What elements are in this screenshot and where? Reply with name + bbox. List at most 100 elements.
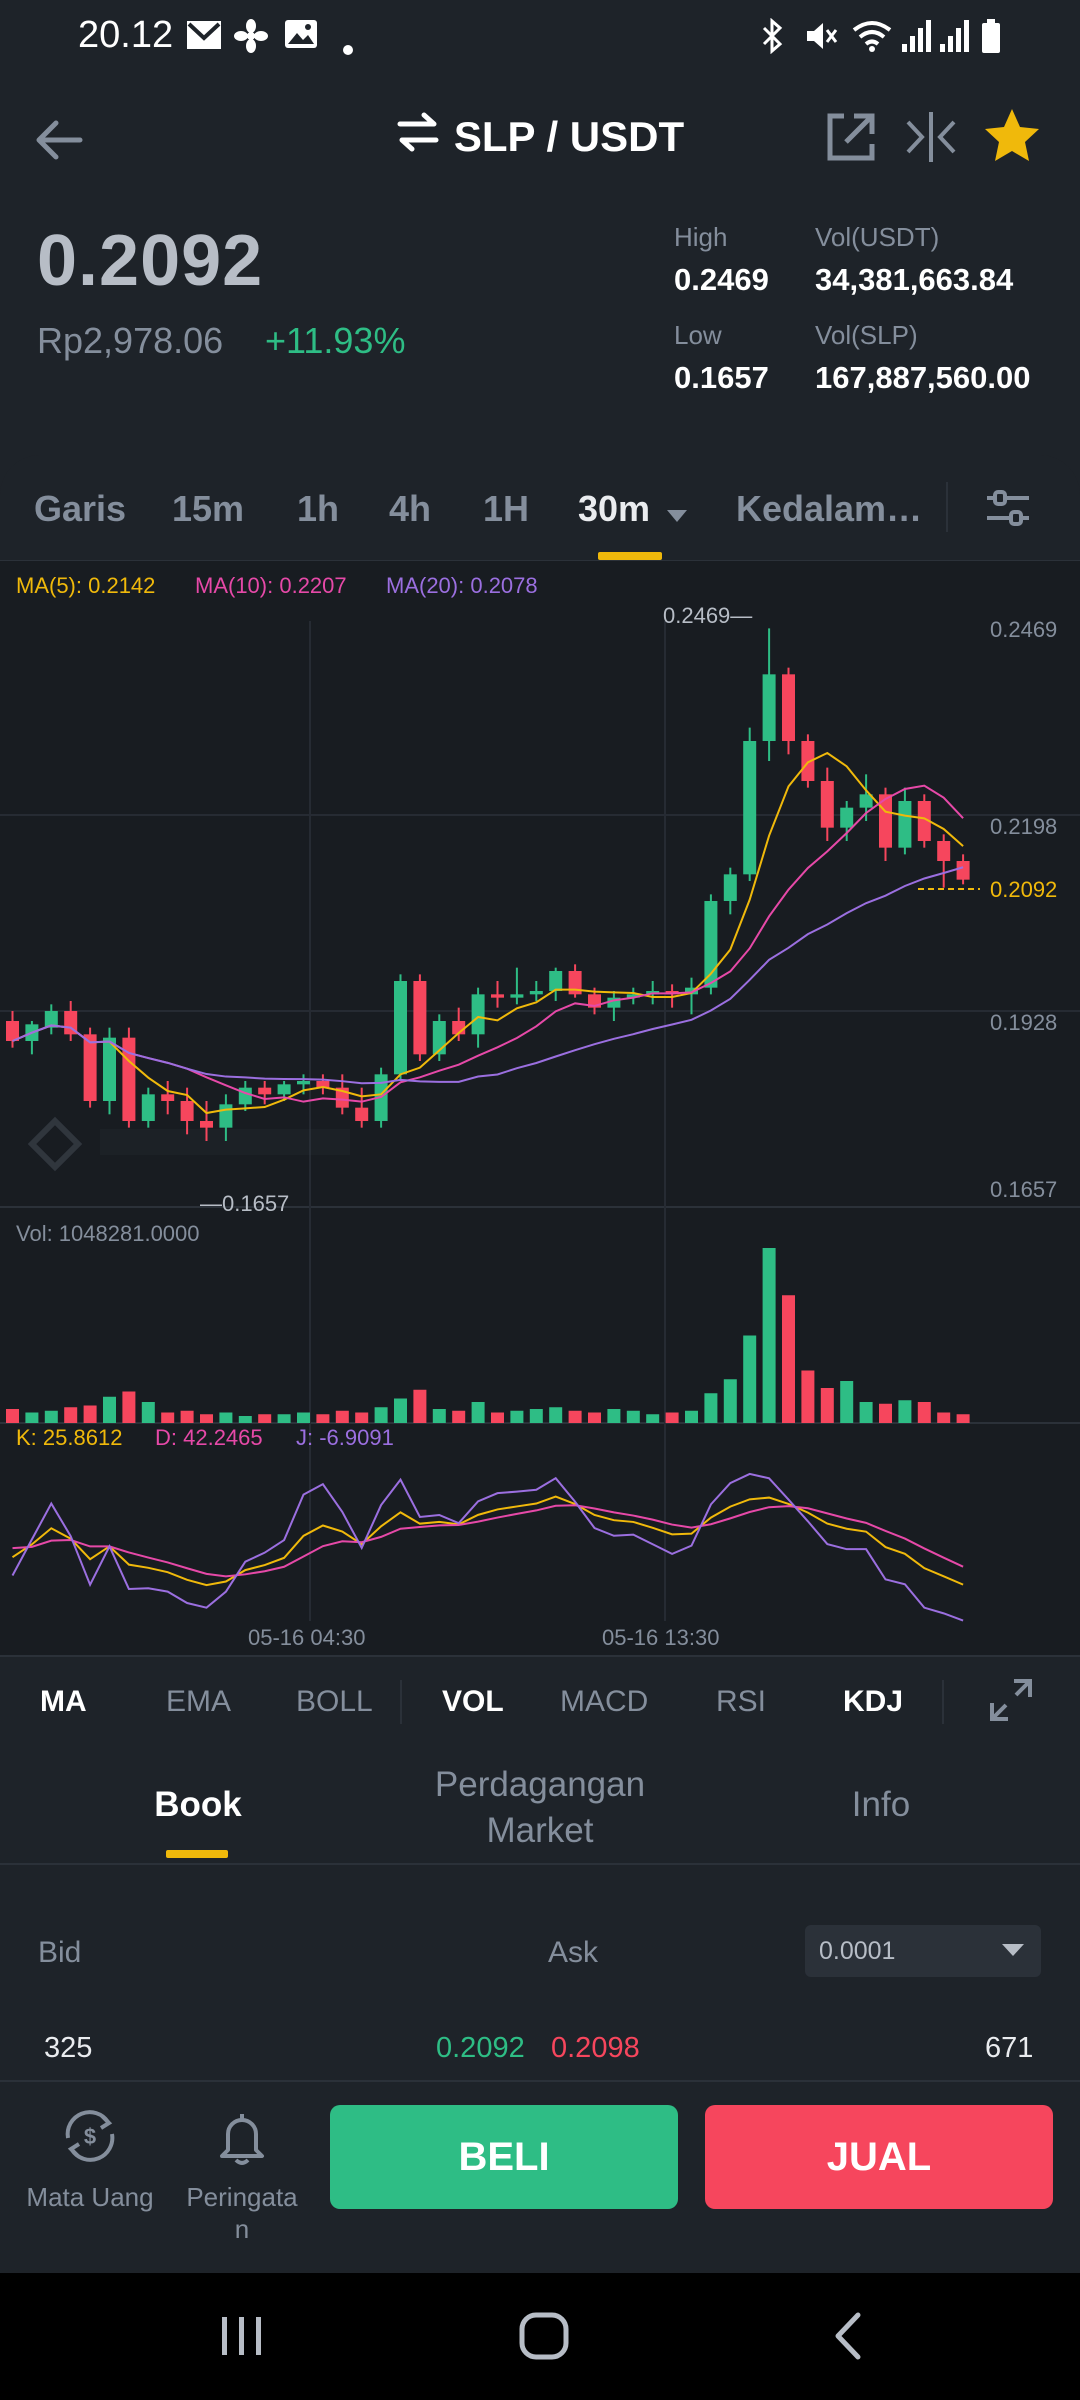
system-back-icon[interactable] xyxy=(828,2311,868,2366)
volume-bar xyxy=(161,1412,175,1423)
candle-body xyxy=(704,901,718,988)
candle-body xyxy=(200,1121,213,1128)
fan-icon xyxy=(233,18,269,63)
back-arrow-icon[interactable] xyxy=(30,110,90,170)
svg-text:$: $ xyxy=(84,2124,96,2149)
alert-button[interactable]: Peringata n xyxy=(172,2100,312,2250)
candle-body xyxy=(219,1104,233,1128)
gmail-notification-icon xyxy=(185,18,223,61)
candle-body xyxy=(898,801,912,848)
precision-value: 0.0001 xyxy=(819,1937,896,1965)
volume-bar xyxy=(452,1410,466,1423)
ma20-line xyxy=(12,866,964,1085)
buy-button[interactable]: BELI xyxy=(330,2105,678,2209)
vol-base-value: 167,887,560.00 xyxy=(815,360,1031,395)
ma5-legend: MA(5): 0.2142 xyxy=(16,573,156,598)
volume-bar xyxy=(491,1412,504,1423)
precision-dropdown[interactable]: 0.0001 xyxy=(805,1925,1041,1977)
sell-button[interactable]: JUAL xyxy=(705,2105,1053,2209)
volume-bar xyxy=(219,1412,233,1423)
candle-body xyxy=(277,1084,291,1095)
indicator-ma[interactable]: MA xyxy=(40,1685,87,1718)
volume-bar xyxy=(665,1412,679,1423)
volume-bar xyxy=(646,1414,660,1423)
tab-info[interactable]: Info xyxy=(851,1785,911,1824)
tab-line[interactable]: Garis xyxy=(34,488,127,529)
volume-bar xyxy=(782,1295,795,1423)
binance-watermark-icon xyxy=(27,1116,350,1172)
volume-bar xyxy=(743,1335,757,1423)
volume-bars xyxy=(6,1248,970,1423)
low-marker-value: 0.1657 xyxy=(222,1191,290,1216)
gallery-icon xyxy=(283,18,319,59)
tab-market-trades[interactable]: Perdagangan Market xyxy=(390,1762,690,1854)
chart-settings-icon[interactable] xyxy=(985,486,1031,535)
tab-book[interactable]: Book xyxy=(154,1785,242,1824)
signal-icon-2 xyxy=(938,18,970,63)
volume-bar xyxy=(6,1409,19,1423)
battery-icon xyxy=(980,18,1002,63)
volume-bar xyxy=(471,1402,485,1423)
tab-30m-label: 30m xyxy=(578,488,651,529)
high-label: High xyxy=(674,222,728,252)
currency-button[interactable]: $ Mata Uang xyxy=(20,2100,160,2240)
candle-body xyxy=(491,994,504,998)
volume-bar xyxy=(316,1414,330,1423)
low-label: Low xyxy=(674,320,722,350)
candle-body xyxy=(917,801,931,841)
compare-icon[interactable] xyxy=(902,108,960,171)
interval-bar xyxy=(0,455,1080,560)
candle-body xyxy=(568,971,582,995)
time-tick-0: 05-16 04:30 xyxy=(248,1625,366,1650)
kdj-d-legend: D: 42.2465 xyxy=(155,1425,263,1450)
volume-bar xyxy=(413,1389,427,1423)
volume-bar xyxy=(685,1410,698,1423)
ma20-legend: MA(20): 0.2078 xyxy=(386,573,538,598)
indicator-rsi[interactable]: RSI xyxy=(716,1685,767,1718)
tab-1H[interactable]: 1H xyxy=(483,488,530,529)
bid-header: Bid xyxy=(38,1936,82,1969)
share-icon[interactable] xyxy=(822,108,880,171)
indicator-bar xyxy=(0,1655,1080,1747)
recent-apps-icon[interactable] xyxy=(218,2313,266,2364)
currency-exchange-icon: $ xyxy=(58,2106,122,2171)
candle-body xyxy=(859,794,873,808)
tab-depth[interactable]: Kedalam… xyxy=(736,488,923,529)
volume-bar xyxy=(956,1414,970,1423)
chart-panel[interactable]: MA(5): 0.2142 MA(10): 0.2207 MA(20): 0.2… xyxy=(0,560,1080,1655)
fiat-price: Rp2,978.06 xyxy=(37,320,224,361)
price-change-percent: +11.93% xyxy=(265,320,406,361)
price-tick-1: 0.2198 xyxy=(990,814,1058,839)
candle-body xyxy=(762,674,776,741)
candle-body xyxy=(626,994,640,998)
dropdown-caret-icon xyxy=(1001,1943,1025,1962)
candle-body xyxy=(355,1107,369,1121)
indicator-kdj[interactable]: KDJ xyxy=(843,1685,904,1718)
tab-divider xyxy=(946,482,948,532)
indicator-boll[interactable]: BOLL xyxy=(296,1685,373,1718)
status-bar: 20.12 xyxy=(0,0,1080,80)
tab-15m[interactable]: 15m xyxy=(172,488,245,529)
indicator-macd[interactable]: MACD xyxy=(560,1685,649,1718)
candle-body xyxy=(801,741,815,781)
dot-icon xyxy=(342,26,354,65)
pair-title: SLP / USDT xyxy=(453,112,685,160)
candle-body xyxy=(83,1034,97,1101)
tab-30m[interactable]: 30m xyxy=(578,488,688,532)
status-time: 20.12 xyxy=(78,14,174,56)
favorite-star-icon[interactable] xyxy=(982,106,1042,169)
fullscreen-icon[interactable] xyxy=(988,1677,1034,1728)
tab-1h[interactable]: 1h xyxy=(297,488,340,529)
tab-4h[interactable]: 4h xyxy=(389,488,432,529)
volume-bar xyxy=(898,1400,912,1423)
bid-price[interactable]: 0.2092 xyxy=(436,2032,525,2064)
indicator-vol[interactable]: VOL xyxy=(442,1685,504,1718)
volume-bar xyxy=(879,1403,892,1423)
pair-selector[interactable]: SLP / USDT xyxy=(0,110,1080,162)
home-icon[interactable] xyxy=(518,2311,570,2366)
volume-bar xyxy=(529,1409,543,1423)
ask-price[interactable]: 0.2098 xyxy=(551,2032,640,2064)
indicator-ema[interactable]: EMA xyxy=(166,1685,232,1718)
candle-body xyxy=(549,971,563,991)
low-marker: —0.1657 xyxy=(200,1191,290,1216)
